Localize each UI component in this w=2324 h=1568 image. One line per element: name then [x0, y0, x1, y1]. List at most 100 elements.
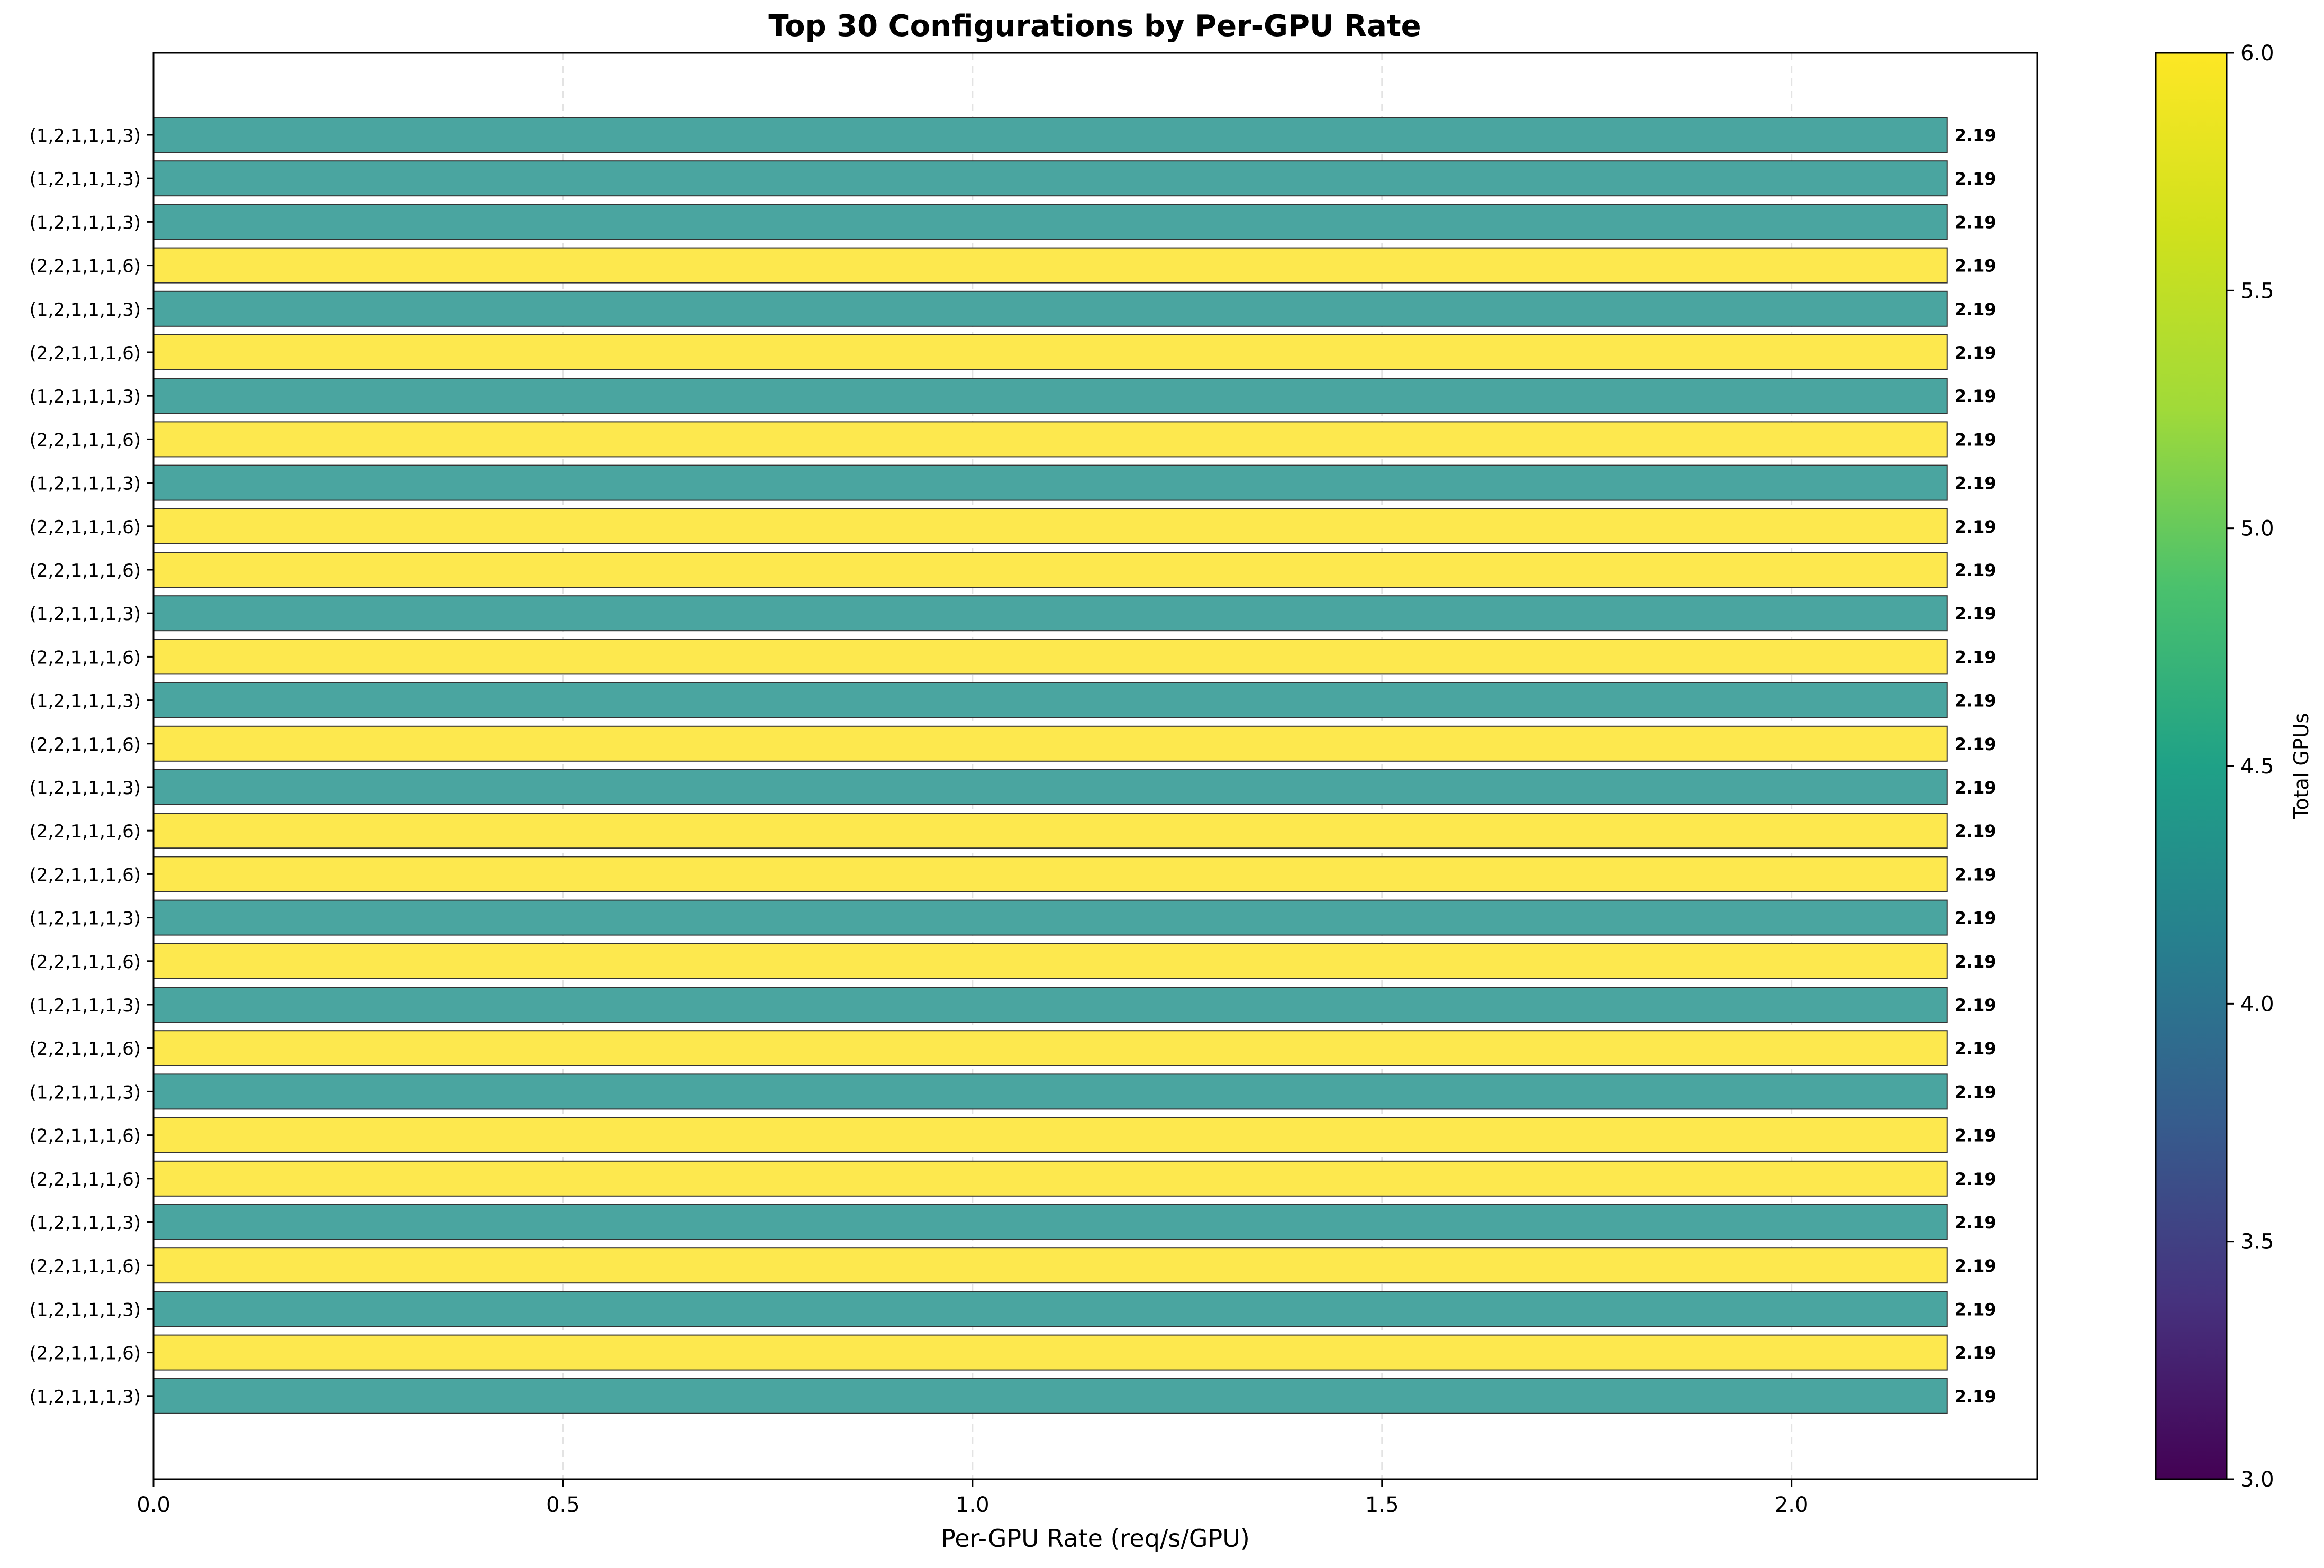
category-label: (1,2,1,1,1,3)	[30, 299, 141, 321]
bar	[153, 1160, 1948, 1197]
bar	[153, 204, 1948, 240]
plot-frame	[152, 52, 2038, 1480]
bar	[153, 725, 1948, 762]
bar	[153, 943, 1948, 979]
bar	[153, 1291, 1948, 1327]
category-label: (1,2,1,1,1,3)	[30, 995, 141, 1016]
value-label: 2.19	[1955, 1082, 1996, 1102]
bar	[153, 682, 1948, 718]
category-label: (1,2,1,1,1,3)	[30, 212, 141, 233]
value-label: 2.19	[1955, 299, 1996, 320]
category-label: (1,2,1,1,1,3)	[30, 473, 141, 495]
category-label: (1,2,1,1,1,3)	[30, 778, 141, 799]
category-label: (2,2,1,1,1,6)	[30, 734, 141, 755]
category-label: (2,2,1,1,1,6)	[30, 1126, 141, 1147]
value-label: 2.19	[1955, 734, 1996, 754]
value-label: 2.19	[1955, 212, 1996, 232]
value-label: 2.19	[1955, 1343, 1996, 1363]
value-label: 2.19	[1955, 647, 1996, 667]
bar	[153, 160, 1948, 197]
bar	[153, 769, 1948, 805]
value-label: 2.19	[1955, 778, 1996, 798]
value-label: 2.19	[1955, 995, 1996, 1015]
value-label: 2.19	[1955, 908, 1996, 928]
colorbar-tick-label: 5.0	[2240, 517, 2274, 541]
bar	[153, 1117, 1948, 1153]
bar	[153, 639, 1948, 675]
colorbar-gradient	[2155, 52, 2228, 1480]
category-label: (2,2,1,1,1,6)	[30, 952, 141, 973]
bar	[153, 117, 1948, 153]
colorbar: 3.0 3.5 4.0 4.5 5.0 5.5 6.0	[2155, 41, 2274, 1492]
value-label: 2.19	[1955, 386, 1996, 406]
bars: (1,2,1,1,1,3) 2.19 (1,2,1,1,1,3) 2.19 (1,2,1…	[30, 117, 1996, 1414]
x-tick-label: 2.0	[1775, 1493, 1809, 1517]
bar	[153, 899, 1948, 936]
category-label: (2,2,1,1,1,6)	[30, 821, 141, 842]
value-label: 2.19	[1955, 1387, 1996, 1407]
value-label: 2.19	[1955, 1256, 1996, 1276]
value-label: 2.19	[1955, 343, 1996, 363]
bar	[153, 464, 1948, 501]
grid-lines	[562, 53, 1793, 1479]
category-label: (1,2,1,1,1,3)	[30, 1082, 141, 1103]
bar	[153, 987, 1948, 1023]
x-axis-label: Per-GPU Rate (req/s/GPU)	[941, 1524, 1250, 1553]
value-label: 2.19	[1955, 169, 1996, 189]
bar	[153, 378, 1948, 414]
category-label: (2,2,1,1,1,6)	[30, 1169, 141, 1190]
bar	[153, 1378, 1948, 1414]
bar	[153, 1204, 1948, 1240]
bar	[153, 290, 1948, 327]
bar	[153, 1334, 1948, 1371]
value-label: 2.19	[1955, 1169, 1996, 1189]
category-label: (2,2,1,1,1,6)	[30, 343, 141, 364]
x-axis: 0.0 0.5 1.0 1.5 2.0	[137, 1479, 1808, 1517]
category-label: (2,2,1,1,1,6)	[30, 256, 141, 277]
bar	[153, 813, 1948, 849]
category-label: (1,2,1,1,1,3)	[30, 1213, 141, 1234]
bar	[153, 1030, 1948, 1066]
bar	[153, 1073, 1948, 1110]
category-label: (1,2,1,1,1,3)	[30, 169, 141, 190]
category-label: (1,2,1,1,1,3)	[30, 1387, 141, 1408]
x-tick-label: 0.0	[137, 1493, 170, 1517]
colorbar-tick-label: 6.0	[2240, 41, 2274, 66]
colorbar-tick-label: 4.0	[2240, 992, 2274, 1016]
value-label: 2.19	[1955, 1038, 1996, 1059]
value-label: 2.19	[1955, 604, 1996, 624]
colorbar-tick-label: 4.5	[2240, 754, 2274, 779]
category-label: (2,2,1,1,1,6)	[30, 864, 141, 886]
colorbar-tick-label: 3.0	[2240, 1467, 2274, 1492]
category-label: (1,2,1,1,1,3)	[30, 1299, 141, 1320]
value-label: 2.19	[1955, 1299, 1996, 1319]
value-label: 2.19	[1955, 125, 1996, 145]
value-label: 2.19	[1955, 430, 1996, 450]
category-label: (1,2,1,1,1,3)	[30, 691, 141, 712]
bar	[153, 508, 1948, 544]
value-label: 2.19	[1955, 691, 1996, 711]
category-label: (1,2,1,1,1,3)	[30, 386, 141, 407]
category-label: (2,2,1,1,1,6)	[30, 430, 141, 451]
bar	[153, 334, 1948, 370]
category-label: (1,2,1,1,1,3)	[30, 908, 141, 929]
x-tick-label: 0.5	[546, 1493, 580, 1517]
value-label: 2.19	[1955, 821, 1996, 841]
value-label: 2.19	[1955, 560, 1996, 580]
bar	[153, 595, 1948, 632]
value-label: 2.19	[1955, 256, 1996, 276]
colorbar-label: Total GPUs	[2290, 713, 2313, 820]
category-label: (2,2,1,1,1,6)	[30, 1343, 141, 1364]
value-label: 2.19	[1955, 864, 1996, 885]
bar	[153, 1247, 1948, 1284]
value-label: 2.19	[1955, 1213, 1996, 1233]
value-label: 2.19	[1955, 1126, 1996, 1146]
bar	[153, 856, 1948, 892]
value-label: 2.19	[1955, 952, 1996, 972]
category-label: (1,2,1,1,1,3)	[30, 604, 141, 625]
value-label: 2.19	[1955, 473, 1996, 494]
colorbar-tick-label: 3.5	[2240, 1230, 2274, 1254]
value-label: 2.19	[1955, 517, 1996, 537]
bar	[153, 421, 1948, 458]
